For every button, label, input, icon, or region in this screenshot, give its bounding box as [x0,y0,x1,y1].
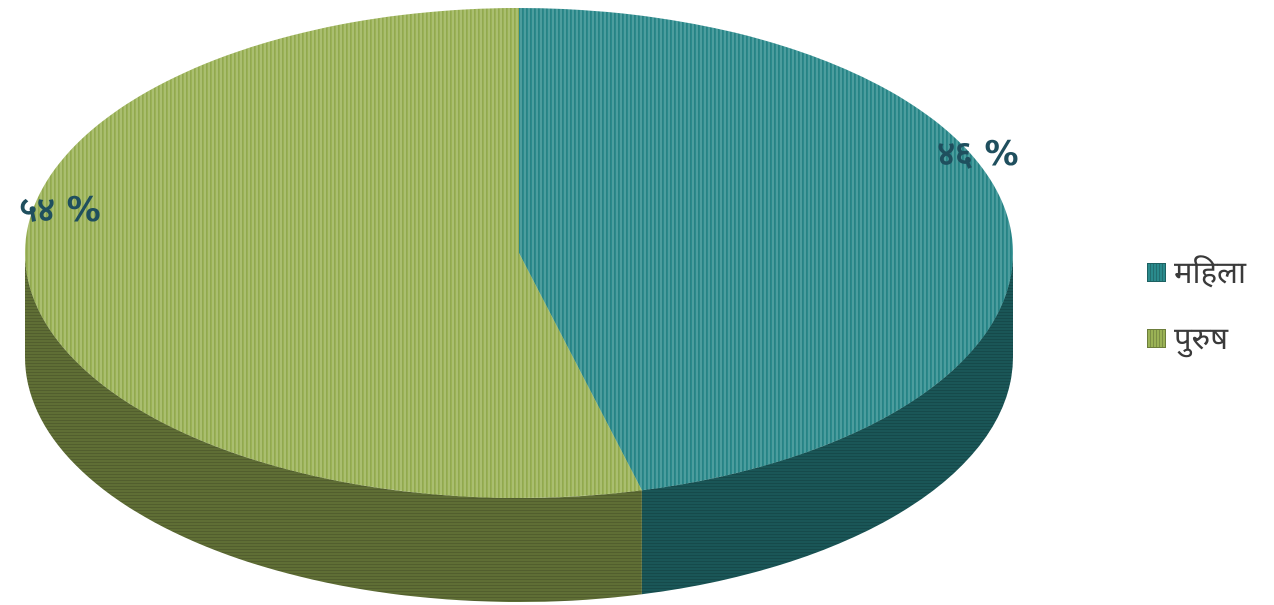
data-label-1: ५४ % [19,190,100,230]
legend-swatch-male [1147,328,1166,348]
legend-item-male: पुरुष [1147,320,1274,357]
data-label-0: ४६ % [937,134,1018,174]
pie-slice-texture-1 [24,8,642,499]
pie-slice-texture-0 [519,8,1013,491]
pie-slice-side-texture-0 [641,253,1014,595]
legend-swatch-female [1147,262,1166,282]
legend-item-female: महिला [1147,254,1274,291]
legend: महिला पुरुष [1147,254,1274,386]
legend-label-male: पुरुष [1174,321,1229,357]
legend-label-female: महिला [1174,255,1247,291]
pie-slice-side-texture-1 [25,253,642,602]
